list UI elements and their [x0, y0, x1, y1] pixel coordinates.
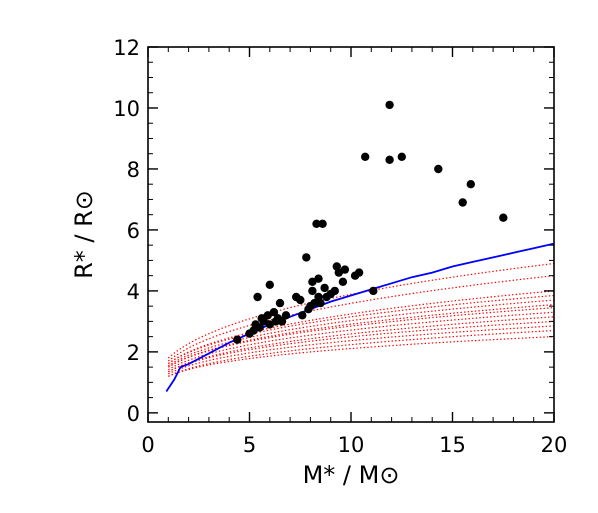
data-point: [265, 280, 274, 289]
data-point: [312, 219, 321, 228]
red-dotted-curve: [168, 311, 555, 371]
data-point: [316, 298, 325, 308]
data-point: [330, 286, 339, 296]
data-point: [385, 100, 394, 110]
data-point: [340, 265, 350, 274]
data-point: [458, 198, 467, 207]
axis-ticks: [147, 46, 555, 422]
y-axis-label: R* / R⊙: [70, 190, 98, 279]
data-point: [466, 180, 475, 189]
x-axis-label: M* / M⊙: [303, 461, 400, 489]
data-point: [434, 164, 443, 174]
data-point: [281, 311, 291, 320]
data-point: [369, 286, 378, 296]
x-tick-label: 15: [439, 433, 466, 457]
blue-line: [165, 242, 555, 392]
y-tick-label: 8: [127, 158, 140, 182]
data-point: [275, 298, 285, 308]
y-tick-label: 6: [127, 219, 140, 243]
data-point: [320, 283, 329, 293]
blue-line-series: [165, 242, 555, 392]
data-point: [499, 213, 508, 222]
red-dotted-curve: [168, 329, 555, 377]
x-tick-labels: 0 5 10 15 20: [141, 433, 567, 457]
data-point: [318, 219, 327, 228]
data-point: [361, 152, 370, 161]
y-tick-label: 4: [127, 280, 140, 304]
data-point: [233, 335, 242, 344]
data-point: [310, 298, 319, 308]
data-point: [253, 292, 262, 302]
x-tick-label: 5: [243, 433, 256, 457]
y-tick-label: 0: [127, 402, 140, 426]
red-dotted-curve: [167, 304, 555, 368]
plot-frame: [147, 46, 555, 423]
y-tick-label: 12: [113, 36, 140, 60]
x-tick-label: 20: [541, 433, 568, 457]
data-point: [397, 152, 406, 161]
y-tick-label: 2: [127, 341, 140, 365]
data-point: [298, 311, 307, 320]
y-tick-label: 10: [113, 97, 140, 121]
data-point: [354, 268, 364, 277]
y-tick-labels: 0 2 4 6 8 10 12: [113, 36, 140, 426]
scatter-points: [233, 100, 508, 344]
red-dotted-curve: [167, 294, 555, 365]
red-dotted-curve: [168, 307, 555, 368]
red-dotted-curves: [167, 262, 555, 377]
data-point: [302, 253, 311, 262]
data-point: [277, 317, 287, 326]
x-tick-label: 10: [338, 433, 365, 457]
x-tick-label: 0: [141, 433, 154, 457]
data-point: [269, 308, 279, 317]
red-dotted-curve: [167, 299, 555, 367]
data-point: [296, 295, 305, 305]
data-point: [308, 286, 317, 296]
red-dotted-curve: [168, 336, 555, 377]
data-point: [385, 155, 394, 164]
data-point: [314, 274, 323, 283]
data-point: [255, 323, 264, 332]
data-point: [338, 277, 348, 286]
